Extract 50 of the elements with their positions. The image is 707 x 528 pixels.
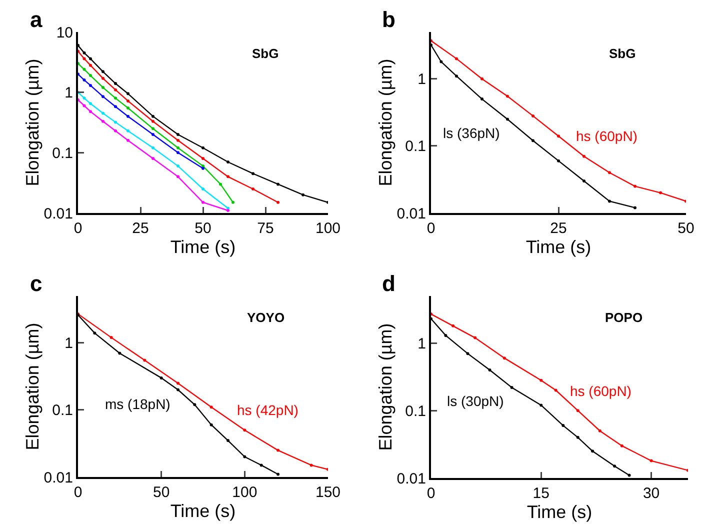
- annotation: SbG: [252, 46, 279, 61]
- x-tick-label: 30: [642, 485, 660, 502]
- y-tick-label: 1: [64, 335, 73, 352]
- text: b: [382, 7, 396, 32]
- y-tick-label: 10: [56, 24, 73, 42]
- x-tick-label: 0: [74, 220, 82, 237]
- annotation: SbG: [609, 46, 636, 61]
- series-label: ls (36pN): [443, 125, 500, 141]
- x-tick-label: 15: [532, 485, 550, 502]
- series-label: hs (42pN): [237, 402, 298, 418]
- annotation: YOYO: [247, 310, 285, 325]
- x-tick-label: 25: [550, 220, 567, 237]
- x-tick-label: 0: [74, 484, 82, 501]
- x-tick-label: 25: [132, 220, 149, 237]
- y-axis-title: Elongation (µm): [375, 323, 396, 451]
- x-tick-label: 0: [426, 220, 436, 237]
- y-tick-label: 0.1: [405, 138, 426, 156]
- x-tick-label: 50: [152, 484, 170, 501]
- y-tick-label: 1: [418, 335, 426, 352]
- y-tick-label: 1: [64, 84, 73, 102]
- y-axis-title: Elongation (µm): [22, 58, 42, 186]
- y-tick-label: 0.1: [52, 402, 73, 420]
- y-tick-label: 0.01: [396, 205, 426, 222]
- series-label: hs (60pN): [576, 128, 638, 144]
- y-axis-title: Elongation (µm): [22, 322, 42, 450]
- text: a: [30, 7, 43, 32]
- y-tick-label: 1: [418, 71, 426, 88]
- text: c: [30, 271, 42, 296]
- x-tick-label: 100: [315, 220, 341, 237]
- x-axis-title: Time (s): [170, 501, 236, 521]
- x-tick-label: 50: [194, 220, 212, 237]
- x-axis-title: Time (s): [526, 237, 592, 257]
- y-axis-title: Elongation (µm): [375, 58, 396, 186]
- x-tick-label: 150: [315, 484, 341, 501]
- series-label: hs (60pN): [570, 383, 632, 399]
- y-tick-label: 0.1: [405, 402, 426, 420]
- y-tick-label: 0.01: [44, 469, 73, 486]
- x-tick-label: 75: [257, 220, 274, 237]
- y-tick-label: 0.1: [52, 144, 73, 162]
- x-tick-label: 100: [232, 484, 258, 501]
- x-axis-title: Time (s): [170, 237, 236, 257]
- x-axis-title: Time (s): [526, 502, 592, 522]
- x-tick-label: 50: [678, 220, 694, 237]
- annotation: POPO: [605, 310, 643, 325]
- text: d: [382, 271, 396, 296]
- y-tick-label: 0.01: [396, 470, 426, 488]
- y-tick-label: 0.01: [44, 205, 73, 222]
- x-tick-label: 0: [426, 485, 436, 502]
- series-label: ls (30pN): [447, 393, 504, 409]
- series-label: ms (18pN): [105, 396, 170, 412]
